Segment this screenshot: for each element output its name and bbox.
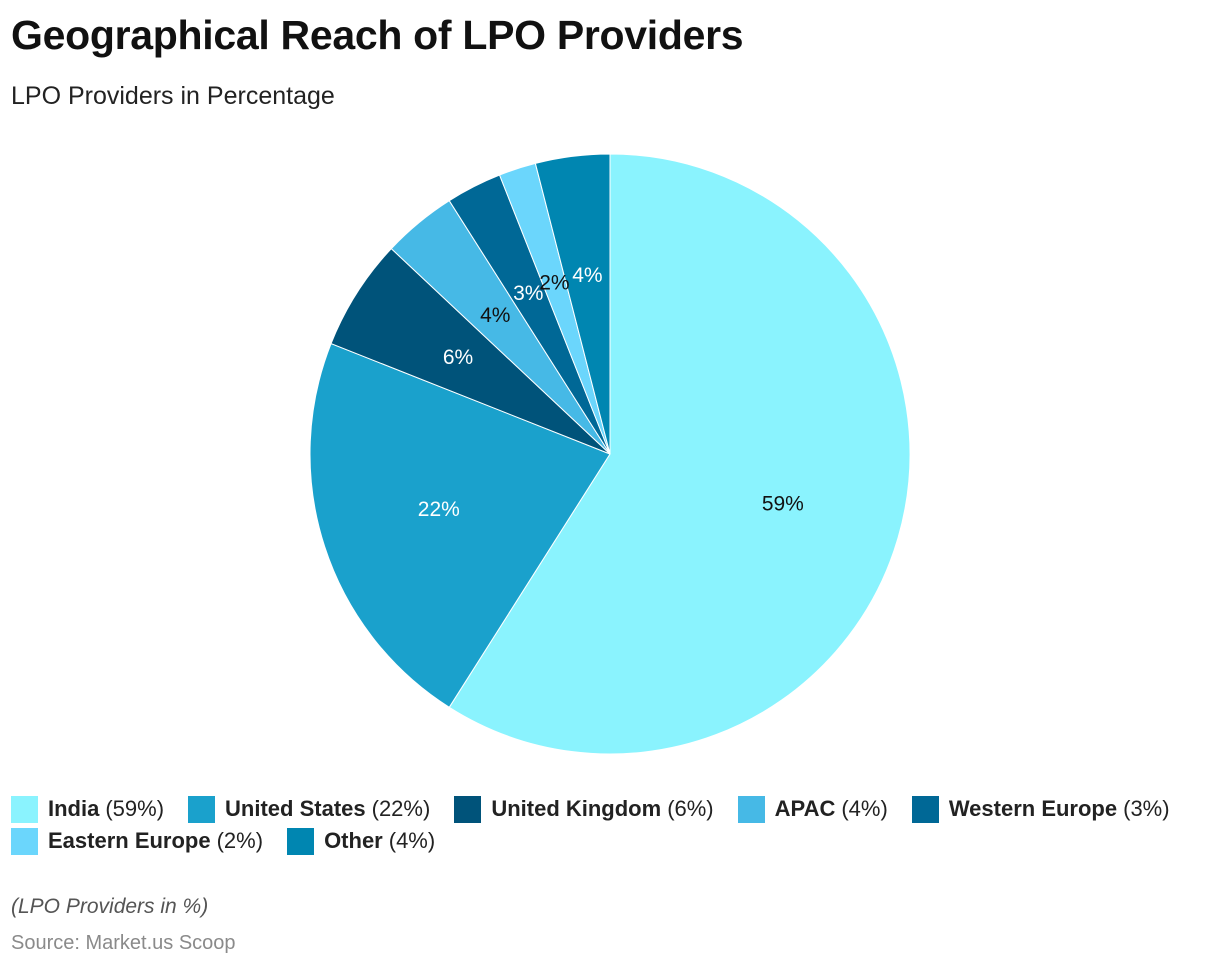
pie-chart: 59%22%6%4%3%2% 4% [309,153,911,755]
pie-label-other: 4% [572,264,602,287]
legend-swatch-other [287,827,315,855]
legend-label-apac: APAC [774,796,836,821]
legend-label-united-states: United States [225,796,366,821]
legend-item-apac: APAC (4%) [737,795,888,823]
legend-item-other: Other (4%) [287,827,436,855]
pie-slice-india [448,153,911,755]
legend-swatch-western-europe [911,795,939,823]
legend-swatch-eastern-europe [11,827,38,855]
legend: India (59%) United States (22%) United K… [11,793,1211,857]
legend-value-apac: (4%) [841,796,888,821]
legend-label-other: Other [324,828,383,853]
legend-item-united-kingdom: United Kingdom (6%) [454,795,714,823]
legend-value-other: (4%) [388,828,436,853]
pie-label-western-europe: 3% [513,282,543,305]
legend-value-eastern-europe: (2%) [216,828,264,853]
legend-item-india: India (59%) [11,795,165,823]
legend-label-united-kingdom: United Kingdom [491,796,662,821]
pie-label-united-kingdom: 6% [443,346,473,369]
pie-label-apac: 4% [480,304,510,327]
legend-swatch-india [11,795,38,823]
chart-title: Geographical Reach of LPO Providers [11,12,744,58]
legend-swatch-united-kingdom [454,795,482,823]
legend-label-western-europe: Western Europe [948,796,1118,821]
legend-value-western-europe: (3%) [1123,796,1170,821]
source-credit: Source: Market.us Scoop [11,932,236,954]
pie-slice-united-states [309,342,611,708]
legend-row-2: Eastern Europe (2%) Other (4%) [11,825,1211,857]
pie-slice-other [534,153,611,455]
legend-swatch-united-states [188,795,216,823]
pie-label-eastern-europe: 2% [539,271,569,294]
pie-label-india: 59% [762,493,804,516]
legend-label-india: India [48,796,100,821]
legend-item-united-states: United States (22%) [188,795,431,823]
legend-value-india: (59%) [105,796,165,821]
legend-swatch-apac [737,795,765,823]
legend-value-united-states: (22%) [371,796,431,821]
chart-subtitle: LPO Providers in Percentage [11,82,335,110]
legend-value-united-kingdom: (6%) [667,796,714,821]
legend-row-1: India (59%) United States (22%) United K… [11,793,1211,825]
legend-item-eastern-europe: Eastern Europe (2%) [11,827,264,855]
pie-label-united-states: 22% [418,498,460,521]
legend-item-western-europe: Western Europe (3%) [911,795,1170,823]
chart-note: (LPO Providers in %) [11,895,209,918]
legend-label-eastern-europe: Eastern Europe [48,828,211,853]
